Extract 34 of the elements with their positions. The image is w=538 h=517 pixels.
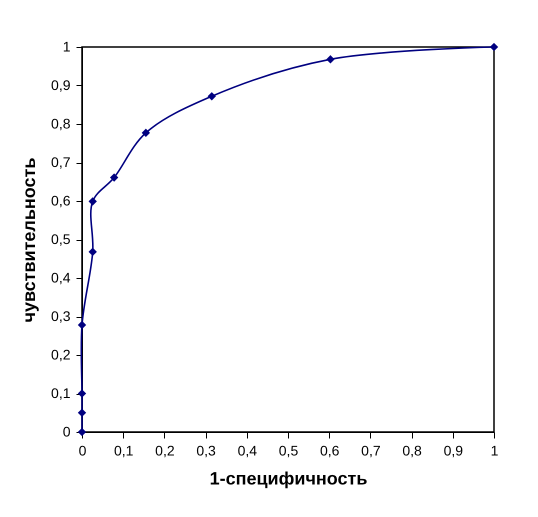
x-tick-label: 0,9 — [444, 442, 464, 458]
x-tick-label: 0,4 — [238, 442, 258, 458]
y-tick-label: 0,3 — [51, 308, 71, 324]
point — [88, 248, 97, 256]
y-tick-label: 0,2 — [51, 346, 71, 362]
point — [326, 55, 335, 64]
point — [78, 320, 86, 330]
y-tick-label: 0 — [62, 424, 71, 440]
y-tick-label: 0,9 — [51, 77, 71, 93]
x-tick-label: 0,6 — [320, 442, 340, 458]
x-tick-label: 1 — [490, 442, 499, 458]
point — [78, 389, 86, 398]
point — [88, 197, 97, 206]
x-tick-label: 0,3 — [196, 442, 216, 458]
x-tick-label: 0,8 — [402, 442, 422, 458]
y-tick-label: 1 — [62, 38, 71, 54]
point — [78, 408, 86, 417]
point — [490, 42, 498, 52]
point — [142, 128, 150, 138]
y-tick-label: 0,5 — [51, 231, 71, 247]
y-tick-label: 0,8 — [51, 116, 71, 132]
y-tick-label: 0,4 — [51, 270, 71, 286]
x-tick-label: 0,1 — [114, 442, 134, 458]
y-axis-title: чувствительность — [19, 158, 40, 322]
x-tick-label: 0,5 — [278, 442, 298, 458]
x-tick-label: 0,7 — [361, 442, 381, 458]
y-tick-label: 0,7 — [51, 154, 71, 170]
point — [208, 92, 216, 100]
y-tick-label: 0,6 — [51, 192, 71, 208]
x-tick-label: 0,2 — [155, 442, 175, 458]
point — [110, 173, 118, 182]
x-axis-title: 1-специфичность — [210, 468, 368, 488]
y-tick-label: 0,1 — [51, 385, 71, 401]
x-tick-label: 0 — [78, 442, 87, 458]
